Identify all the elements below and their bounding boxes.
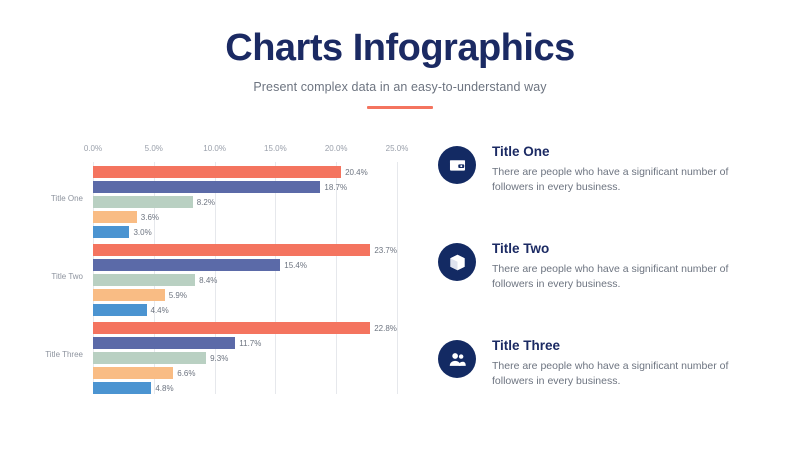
chart-bar-groups: Title One 20.4% 18.7% 8.2% 3.6% 3.0% Title Two… xyxy=(45,162,397,397)
legend-card-description: There are people who have a significant … xyxy=(492,360,729,388)
x-axis-tick: 0.0% xyxy=(83,144,103,153)
x-axis-tick: 10.0% xyxy=(203,144,226,153)
legend-card-title: Title One xyxy=(492,144,550,159)
bar-value-label: 15.4% xyxy=(284,260,307,270)
bar-value-label: 5.9% xyxy=(168,290,187,300)
gridline xyxy=(214,162,216,394)
category-label: Title Three xyxy=(45,350,83,359)
bar-value-label: 4.4% xyxy=(150,305,169,315)
page-subtitle: Present complex data in an easy-to-under… xyxy=(253,79,547,94)
gridline xyxy=(336,162,338,394)
bar-row[interactable]: 8.4% xyxy=(93,274,397,286)
bar-group: Title Two 23.7% 15.4% 8.4% 5.9% 4.4% xyxy=(51,244,397,319)
bar[interactable] xyxy=(93,304,147,316)
legend-card-text: Title Two There are people who have a sig… xyxy=(492,241,734,293)
bar-group: Title Three 22.8% 11.7% 9.3% 6.6% 4.8% xyxy=(45,322,397,397)
bar-value-label: 18.7% xyxy=(324,182,348,192)
bar[interactable] xyxy=(93,289,165,301)
bar-row[interactable]: 18.7% xyxy=(93,181,397,193)
bar-value-label: 9.3% xyxy=(210,353,229,363)
box-icon xyxy=(438,243,476,281)
legend-card-description: There are people who have a significant … xyxy=(492,166,729,194)
bar[interactable] xyxy=(93,244,371,256)
bar-row[interactable]: 3.0% xyxy=(93,226,397,238)
bar-row[interactable]: 5.9% xyxy=(93,289,397,301)
x-axis-tick: 5.0% xyxy=(144,144,163,153)
bar[interactable] xyxy=(93,352,207,364)
bar-row[interactable]: 3.6% xyxy=(93,211,397,223)
slide-header: Charts Infographics Present complex data… xyxy=(0,0,800,109)
bar[interactable] xyxy=(93,211,137,223)
bar[interactable] xyxy=(93,196,193,208)
bar[interactable] xyxy=(93,382,152,394)
chart-x-axis: 0.0% 5.0% 10.0% 15.0% 20.0% 25.0% xyxy=(84,144,408,158)
wallet-icon xyxy=(438,146,476,184)
legend-card-title: Title Two xyxy=(492,241,550,256)
bar-row[interactable]: 6.6% xyxy=(93,367,397,379)
bar-value-label: 6.6% xyxy=(177,368,196,378)
bar-value-label: 22.8% xyxy=(374,323,397,333)
page-title: Charts Infographics xyxy=(225,27,575,69)
legend-card[interactable]: Title One There are people who have a sig… xyxy=(438,144,778,196)
gridline xyxy=(397,162,398,394)
bar-value-label: 8.2% xyxy=(196,197,215,207)
category-label: Title Two xyxy=(51,272,83,281)
category-label: Title One xyxy=(50,194,83,203)
legend-cards: Title One There are people who have a sig… xyxy=(430,140,800,430)
bar-row[interactable]: 22.8% xyxy=(93,322,397,334)
bar-row[interactable]: 8.2% xyxy=(93,196,397,208)
bar-row[interactable]: 4.8% xyxy=(93,382,397,394)
bar-row[interactable]: 9.3% xyxy=(93,352,397,364)
bar-chart: 0.0% 5.0% 10.0% 15.0% 20.0% 25.0% Title One 20… xyxy=(0,140,430,430)
bar-value-label: 8.4% xyxy=(199,275,218,285)
bar[interactable] xyxy=(93,166,342,178)
bar[interactable] xyxy=(93,367,174,379)
bar[interactable] xyxy=(93,337,236,349)
bar-value-label: 20.4% xyxy=(345,167,368,177)
bar[interactable] xyxy=(93,322,371,334)
legend-card-description: There are people who have a significant … xyxy=(492,263,729,291)
legend-card[interactable]: Title Three There are people who have a s… xyxy=(438,338,778,390)
bar-value-label: 4.8% xyxy=(155,383,174,393)
legend-card-text: Title One There are people who have a sig… xyxy=(492,144,734,196)
bar[interactable] xyxy=(93,259,281,271)
legend-card-title: Title Three xyxy=(492,338,561,353)
bar-value-label: 11.7% xyxy=(239,338,262,348)
chart-plot-area: Title One 20.4% 18.7% 8.2% 3.6% 3.0% Title Two… xyxy=(45,162,398,397)
gridline xyxy=(275,162,277,394)
bar-row[interactable]: 20.4% xyxy=(93,166,397,178)
bar-row[interactable]: 11.7% xyxy=(93,337,397,349)
slide-body: 0.0% 5.0% 10.0% 15.0% 20.0% 25.0% Title One 20… xyxy=(0,140,800,430)
bar-row[interactable]: 23.7% xyxy=(93,244,397,256)
bar-value-label: 23.7% xyxy=(374,245,397,255)
bar[interactable] xyxy=(93,226,130,238)
bar[interactable] xyxy=(93,181,321,193)
x-axis-tick: 25.0% xyxy=(385,144,409,153)
x-axis-tick: 15.0% xyxy=(264,144,287,153)
accent-divider xyxy=(367,105,433,109)
bar-group: Title One 20.4% 18.7% 8.2% 3.6% 3.0% xyxy=(51,166,397,241)
bar-row[interactable]: 15.4% xyxy=(93,259,397,271)
bar-row[interactable]: 4.4% xyxy=(93,304,397,316)
bar-value-label: 3.0% xyxy=(133,227,152,237)
legend-card-text: Title Three There are people who have a s… xyxy=(492,338,734,390)
x-axis-tick: 20.0% xyxy=(324,144,348,153)
users-icon xyxy=(438,340,476,378)
bar[interactable] xyxy=(93,274,196,286)
legend-card[interactable]: Title Two There are people who have a sig… xyxy=(438,241,778,293)
bar-value-label: 3.6% xyxy=(140,212,159,222)
